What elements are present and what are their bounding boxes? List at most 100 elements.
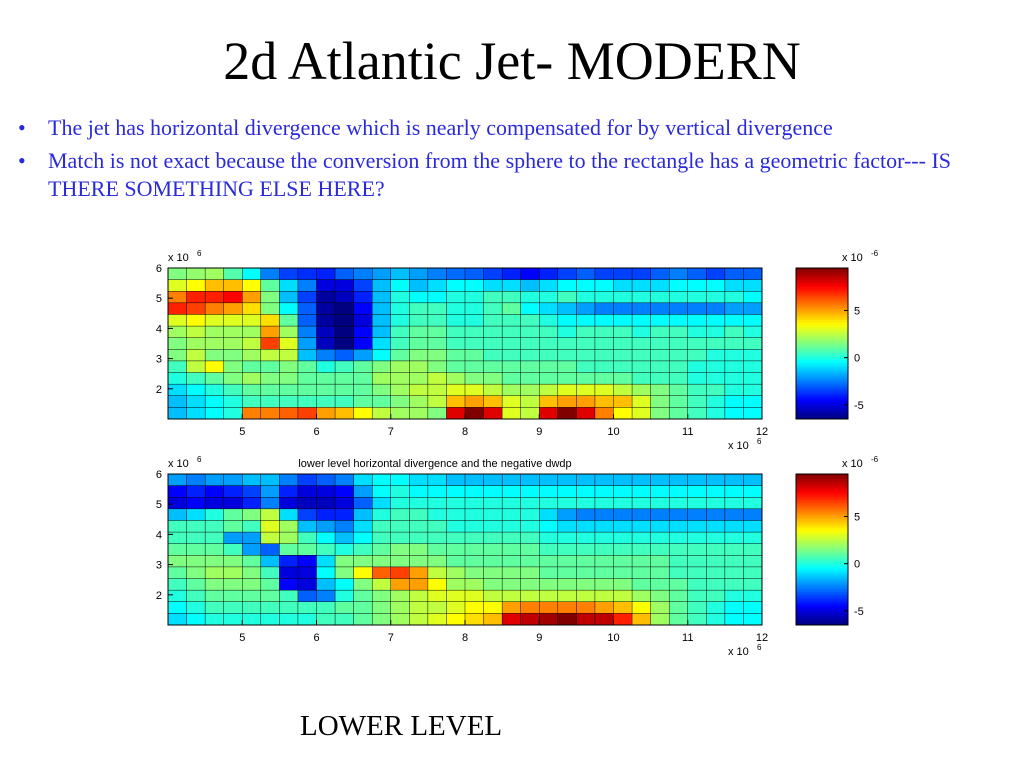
- heatmap-cell: [353, 325, 373, 339]
- heatmap-cell: [594, 485, 614, 498]
- colorbar-frame: [795, 267, 849, 420]
- y-tick-label: 6: [156, 469, 162, 481]
- heatmap-cell: [483, 531, 503, 545]
- heatmap-cell: [223, 578, 243, 591]
- colorbar-segment: [796, 286, 848, 290]
- heatmap-cell: [186, 407, 206, 420]
- heatmap-cell: [687, 407, 707, 420]
- heatmap-cell: [409, 613, 429, 626]
- colorbar-segment: [796, 371, 848, 375]
- colorbar-segment: [796, 492, 848, 496]
- heatmap-cell: [204, 578, 225, 591]
- heatmap-cell: [594, 395, 614, 408]
- heatmap-cell: [650, 325, 670, 339]
- heatmap-cell: [501, 407, 522, 420]
- heatmap-cell: [687, 314, 707, 327]
- heatmap-cell: [706, 267, 726, 281]
- heatmap-cell: [204, 383, 225, 397]
- heatmap-cell: [520, 337, 540, 350]
- colorbar-segment: [796, 603, 848, 607]
- heatmap-cell: [724, 543, 744, 556]
- heatmap-cell: [260, 555, 280, 568]
- colorbar-exponent-label: x 10: [842, 458, 863, 470]
- heatmap-cell: [520, 520, 540, 533]
- heatmap-cell: [539, 302, 559, 315]
- heatmap-cell: [743, 578, 763, 591]
- bullet-item: • Match is not exact because the convers…: [18, 147, 1008, 203]
- heatmap-cell: [204, 291, 225, 304]
- heatmap-cell: [446, 279, 466, 292]
- heatmap-cell: [539, 485, 559, 498]
- heatmap-cell: [204, 407, 225, 420]
- heatmap-cell: [520, 291, 540, 304]
- heatmap-cell: [724, 349, 744, 362]
- heatmap-cell: [409, 601, 429, 614]
- heatmap-cell: [576, 291, 596, 304]
- heatmap-cell: [613, 613, 633, 626]
- heatmap-cell: [279, 508, 299, 521]
- heatmap-cell: [631, 543, 652, 556]
- heatmap-cell: [483, 279, 503, 292]
- heatmap-cell: [427, 555, 447, 568]
- heatmap-cell: [223, 473, 243, 487]
- heatmap-cell: [743, 314, 763, 327]
- heatmap-cell: [223, 291, 243, 304]
- colorbar-segment: [796, 352, 848, 356]
- heatmap-cell: [371, 566, 392, 579]
- heatmap-cell: [427, 337, 447, 350]
- heatmap-cell: [631, 372, 652, 385]
- heatmap-cell: [613, 302, 633, 315]
- colorbar-segment: [796, 362, 848, 366]
- heatmap-cell: [316, 566, 336, 579]
- heatmap-cell: [260, 360, 280, 373]
- heatmap-cell: [353, 279, 373, 292]
- heatmap-cell: [631, 601, 652, 614]
- heatmap-cell: [279, 589, 299, 603]
- heatmap-cell: [613, 508, 633, 521]
- colorbar-tick-label: 0: [854, 559, 860, 571]
- heatmap-cell: [483, 473, 503, 487]
- heatmap-cell: [427, 291, 447, 304]
- heatmap-cell: [390, 497, 410, 510]
- heatmap-cell: [223, 267, 243, 281]
- panel-title: lower level horizontal divergence and th…: [298, 458, 571, 470]
- heatmap-cell: [483, 589, 503, 603]
- colorbar-segment: [796, 478, 848, 482]
- heatmap-cell: [520, 508, 540, 521]
- heatmap-cell: [539, 267, 559, 281]
- heatmap-cell: [279, 473, 299, 487]
- heatmap-cell: [167, 337, 187, 350]
- heatmap-cell: [279, 395, 299, 408]
- colorbar-segment: [796, 542, 848, 546]
- heatmap-cell: [613, 267, 633, 281]
- heatmap-cell: [576, 395, 596, 408]
- heatmap-cell: [204, 325, 225, 339]
- colorbar-segment: [796, 284, 848, 288]
- heatmap-cell: [334, 395, 355, 408]
- heatmap-cell: [371, 267, 392, 281]
- heatmap-cell: [724, 337, 744, 350]
- heatmap-cell: [576, 497, 596, 510]
- heatmap-cell: [576, 589, 596, 603]
- heatmap-cell: [464, 314, 484, 327]
- heatmap-cell: [668, 279, 689, 292]
- heatmap-cell: [594, 601, 614, 614]
- heatmap-cell: [650, 473, 670, 487]
- heatmap-cell: [223, 349, 243, 362]
- heatmap-cell: [724, 407, 744, 420]
- heatmap-cell: [594, 279, 614, 292]
- colorbar-segment: [796, 580, 848, 583]
- heatmap-cell: [260, 279, 280, 292]
- heatmap-cell: [483, 302, 503, 315]
- x-tick-label: 8: [462, 632, 468, 644]
- heatmap-cell: [743, 372, 763, 385]
- heatmap-cell: [687, 267, 707, 281]
- heatmap-cell: [242, 325, 262, 339]
- heatmap-cell: [706, 473, 726, 487]
- heatmap-cell: [446, 395, 466, 408]
- heatmap-cell: [594, 291, 614, 304]
- heatmap-cell: [409, 473, 429, 487]
- heatmap-cell: [539, 613, 559, 626]
- heatmap-cell: [464, 383, 484, 397]
- heatmap-cell: [724, 291, 744, 304]
